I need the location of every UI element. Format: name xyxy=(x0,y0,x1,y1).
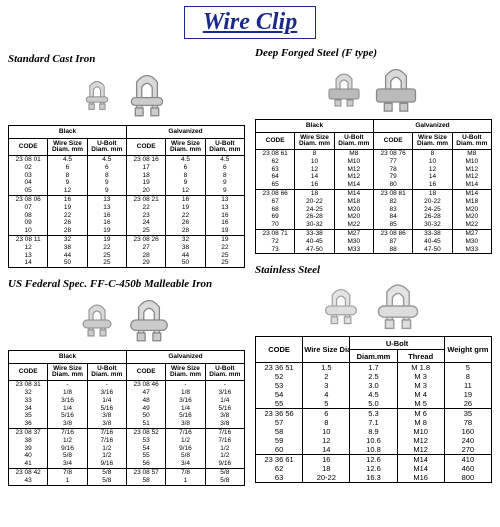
table-row: 5444.5M 419 xyxy=(256,390,492,399)
sci-image xyxy=(8,69,245,121)
table-row: 6824-25M208324-25M20 xyxy=(256,206,492,214)
table-row: 071913221913 xyxy=(9,204,245,212)
table-row: 134425284425 xyxy=(9,252,245,260)
table-sci: BlackGalvanizedCODEWire Size Diam. mmU-B… xyxy=(8,125,245,268)
section-title-usf: US Federal Spec. FF-C-450b Malleable Iro… xyxy=(8,278,245,290)
table-row: 321/83/16471/83/16 xyxy=(9,389,245,397)
table-row: 405/81/2555/81/2 xyxy=(9,452,245,460)
table-row: 621812.6M14460 xyxy=(256,464,492,473)
table-row: 4315/85815/8 xyxy=(9,477,245,485)
table-row: 123822273822 xyxy=(9,244,245,252)
table-row: 591210.6M12240 xyxy=(256,436,492,445)
table-row: 7030-32M228530-32M22 xyxy=(256,221,492,229)
table-row: 082216232216 xyxy=(9,212,245,220)
table-row: 6414M127914M12 xyxy=(256,173,492,181)
table-row: 355/163/8505/163/8 xyxy=(9,412,245,420)
table-row: 23 08 06161323 08 211613 xyxy=(9,195,245,203)
table-row: 5787.1M 878 xyxy=(256,418,492,427)
table-row: 02661766 xyxy=(9,164,245,172)
table-row: 23 08 7133-38M2723 08 8633-38M27 xyxy=(256,229,492,237)
table-row: 58108.9M10160 xyxy=(256,427,492,436)
ss-image xyxy=(255,280,492,332)
table-row: 145025295025 xyxy=(9,259,245,267)
page-title: Wire Clip xyxy=(184,6,316,39)
table-row: 7240-45M308740-45M30 xyxy=(256,238,492,246)
table-row: 6312M127812M12 xyxy=(256,166,492,174)
section-title-sci: Standard Cast Iron xyxy=(8,53,245,65)
table-row: 381/27/16531/27/16 xyxy=(9,437,245,445)
table-dfs: BlackGalvanizedCODEWire Size Diam. mmU-B… xyxy=(255,119,492,254)
table-row: 23 08 31--23 08 46-- xyxy=(9,381,245,389)
table-usf: BlackGalvanizedCODEWire Size Diam. mmU-B… xyxy=(8,350,245,485)
table-row: 23 08 427/85/823 08 577/85/8 xyxy=(9,468,245,476)
table-row: 23 08 377/167/1623 08 527/167/16 xyxy=(9,428,245,436)
table-row: 102819252819 xyxy=(9,227,245,235)
table-row: 03881888 xyxy=(9,172,245,180)
table-row: 23 08 618M823 08 768M8 xyxy=(256,150,492,158)
table-row: 5333.0M 311 xyxy=(256,381,492,390)
table-row: 5222.5M 38 xyxy=(256,372,492,381)
table-row: 413/49/16563/49/16 xyxy=(9,460,245,468)
table-row: 23 36 611612.6M14410 xyxy=(256,455,492,465)
usf-image xyxy=(8,294,245,346)
table-row: 6720-22M188220-22M18 xyxy=(256,198,492,206)
table-row: 23 08 6618M1423 08 8118M14 xyxy=(256,189,492,197)
table-row: 341/45/16491/45/16 xyxy=(9,405,245,413)
table-row: 6210M107710M10 xyxy=(256,158,492,166)
table-ss: CODEWire Size Diam. mmU-BoltWeight grmDi… xyxy=(255,336,492,483)
table-row: 399/161/2549/161/2 xyxy=(9,445,245,453)
table-row: 23 36 511.51.7M 1.85 xyxy=(256,363,492,373)
table-row: 23 08 014.54.523 08 164.54.5 xyxy=(9,156,245,164)
table-row: 23 36 5665.3M 635 xyxy=(256,409,492,419)
table-row: 6320-2216.3M16800 xyxy=(256,473,492,483)
table-row: 7347-50M338847-50M33 xyxy=(256,246,492,254)
section-title-ss: Stainless Steel xyxy=(255,264,492,276)
table-row: 601410.8M12270 xyxy=(256,445,492,455)
table-row: 363/83/8513/83/8 xyxy=(9,420,245,428)
table-row: 0512920129 xyxy=(9,187,245,195)
table-row: 6516M148016M14 xyxy=(256,181,492,189)
section-title-dfs: Deep Forged Steel (F type) xyxy=(255,47,492,59)
table-row: 333/161/4483/161/4 xyxy=(9,397,245,405)
table-row: 04991999 xyxy=(9,179,245,187)
dfs-image xyxy=(255,63,492,115)
table-row: 092616242616 xyxy=(9,219,245,227)
table-row: 5555.0M 526 xyxy=(256,399,492,409)
table-row: 23 08 11321923 08 263219 xyxy=(9,235,245,243)
table-row: 6926-28M208426-28M20 xyxy=(256,213,492,221)
